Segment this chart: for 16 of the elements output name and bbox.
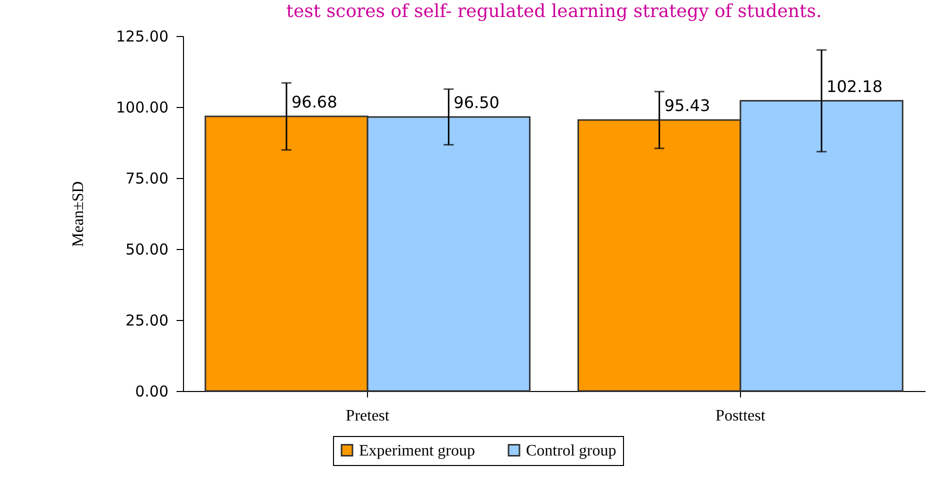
y-tick-label: 75.00 [126, 170, 168, 188]
legend-label: Experiment group [359, 442, 475, 460]
y-tick-label: 25.00 [126, 312, 168, 330]
y-tick-label: 0.00 [135, 382, 168, 400]
data-label: 95.43 [664, 96, 710, 115]
data-label: 102.18 [826, 76, 883, 96]
y-tick-label: 100.00 [116, 98, 168, 116]
data-label: 96.50 [454, 92, 500, 112]
chart-title: test scores of self- regulated learning strategy of students. [286, 1, 822, 22]
y-tick-label: 50.00 [126, 240, 168, 258]
legend-label: Control group [526, 442, 616, 460]
y-axis-title: Mean±SD [70, 181, 88, 247]
x-tick-label: Posttest [716, 408, 766, 424]
x-tick-label: Pretest [346, 408, 390, 424]
y-tick-label: 125.00 [116, 28, 168, 46]
data-label: 96.68 [291, 92, 338, 112]
